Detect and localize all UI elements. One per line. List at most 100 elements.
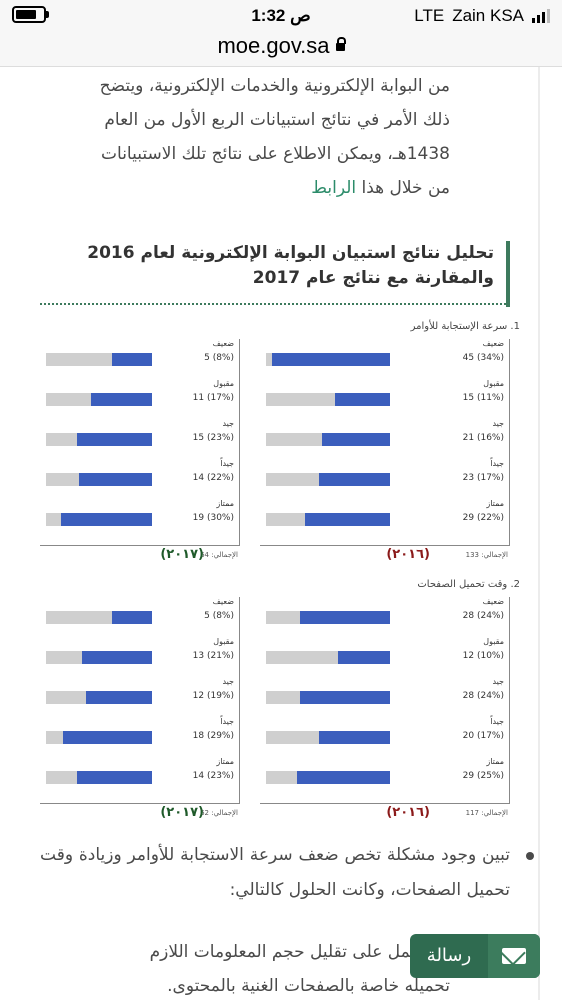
bar [77, 771, 152, 784]
status-bar: 1:32 ص LTE Zain KSA [0, 0, 562, 32]
chart-page-load: 2. وقت تحميل الصفحات ضعيف 28 (24%) مقبول 12 … [40, 579, 520, 825]
bar [272, 353, 390, 366]
bar-value-label: 19 (30%) [192, 513, 234, 523]
bar-value-label: 23 (17%) [462, 473, 504, 483]
bar-category-label: ضعيف [212, 597, 234, 606]
bar-row: مقبول 13 (21%) [40, 637, 240, 677]
bar [91, 393, 152, 406]
bar [77, 433, 152, 446]
chart-panel-2017: ضعيف 5 (8%) مقبول 13 (21%) جيد 12 (19%) جيداً 1… [40, 597, 240, 820]
panel-axis [509, 339, 510, 545]
content-border [538, 67, 540, 1000]
panel-year-label: (٢٠١٦) [386, 547, 430, 562]
paragraph-line: من البوابة الإلكترونية والخدمات الإلكترو… [99, 76, 450, 96]
bar-category-label: مقبول [483, 379, 504, 388]
sub-bullet-line: تحميله خاصة بالصفحات الغنية بالمحتوى. [167, 976, 450, 996]
lock-icon [335, 37, 346, 52]
bar-value-label: 29 (25%) [462, 771, 504, 781]
chart-title: 2. وقت تحميل الصفحات [417, 579, 520, 590]
panel-year-label: (٢٠١٧) [160, 547, 204, 562]
bar-row: مقبول 11 (17%) [40, 379, 240, 419]
results-link[interactable]: الرابط [311, 178, 357, 198]
url-text: moe.gov.sa [217, 33, 330, 58]
sub-bullet-line: تم العمل على تقليل حجم المعلومات اللازم [149, 942, 450, 962]
bar-value-label: 15 (23%) [192, 433, 234, 443]
bar-track [46, 393, 152, 406]
bar-track [266, 611, 390, 624]
bar-track [266, 651, 390, 664]
bar-track [266, 353, 390, 366]
panel-total: الإجمالي: 64 [200, 551, 238, 559]
address-bar[interactable]: moe.gov.sa [0, 32, 562, 67]
bar-row: جيداً 18 (29%) [40, 717, 240, 757]
bar-value-label: 12 (19%) [192, 691, 234, 701]
chart-panel-2017: ضعيف 5 (8%) مقبول 11 (17%) جيد 15 (23%) جيداً 1… [40, 339, 240, 562]
bar-category-label: ممتاز [216, 499, 234, 508]
signal-icon [532, 9, 550, 23]
page-content: من البوابة الإلكترونية والخدمات الإلكترو… [0, 67, 562, 1000]
bar-track [46, 611, 152, 624]
network-type: LTE [414, 6, 445, 25]
bar-value-label: 18 (29%) [192, 731, 234, 741]
bar-category-label: مقبول [483, 637, 504, 646]
bar [82, 651, 152, 664]
bar-track [46, 433, 152, 446]
carrier-name: Zain KSA [452, 6, 524, 25]
bar [79, 473, 152, 486]
bar-value-label: 28 (24%) [462, 691, 504, 701]
bar-value-label: 5 (8%) [204, 611, 234, 621]
bar-value-label: 29 (22%) [462, 513, 504, 523]
bar-row: ضعيف 28 (24%) [260, 597, 510, 637]
bar-track [266, 691, 390, 704]
bullet-text: تبين وجود مشكلة تخص ضعف سرعة الاستجابة ل… [40, 845, 510, 900]
bar-value-label: 11 (17%) [192, 393, 234, 403]
bar [300, 611, 390, 624]
bar-track [46, 731, 152, 744]
bar-value-label: 5 (8%) [204, 353, 234, 363]
bar-track [266, 771, 390, 784]
heading-accent-bar [506, 241, 510, 307]
paragraph-line: ذلك الأمر في نتائج استبيانات الربع الأول… [104, 110, 450, 130]
bar [86, 691, 152, 704]
bullet-dot [526, 852, 534, 860]
bar-category-label: جيد [492, 677, 504, 686]
panel-baseline [260, 545, 510, 546]
bar-track [46, 691, 152, 704]
bar-value-label: 45 (34%) [462, 353, 504, 363]
panel-baseline [40, 803, 240, 804]
bar-row: جيد 21 (16%) [260, 419, 510, 459]
battery-icon [12, 6, 49, 23]
bar-track [46, 473, 152, 486]
bar-row: ممتاز 29 (22%) [260, 499, 510, 539]
message-button[interactable]: رسالة [410, 934, 540, 978]
bar-track [46, 353, 152, 366]
heading-line: والمقارنة مع نتائج عام 2017 [252, 268, 494, 288]
bar [112, 353, 152, 366]
bar-category-label: جيد [222, 677, 234, 686]
panel-total: الإجمالي: 117 [465, 809, 508, 817]
section-heading: تحليل نتائج استبيان البوابة الإلكترونية … [40, 241, 510, 307]
bar-value-label: 20 (17%) [462, 731, 504, 741]
bar-category-label: جيد [222, 419, 234, 428]
bar [112, 611, 152, 624]
bar [61, 513, 152, 526]
bar-category-label: ممتاز [486, 499, 504, 508]
panel-axis [239, 339, 240, 545]
bar [63, 731, 152, 744]
bar-row: جيداً 14 (22%) [40, 459, 240, 499]
bar [300, 691, 390, 704]
bar-track [266, 433, 390, 446]
panel-baseline [260, 803, 510, 804]
bar-row: ممتاز 14 (23%) [40, 757, 240, 797]
bar-value-label: 14 (23%) [192, 771, 234, 781]
bar-category-label: ضعيف [482, 597, 504, 606]
bar-category-label: مقبول [213, 637, 234, 646]
bar-value-label: 12 (10%) [462, 651, 504, 661]
bar-category-label: جيداً [220, 717, 234, 726]
bar-row: ضعيف 45 (34%) [260, 339, 510, 379]
panel-axis [509, 597, 510, 803]
bar-row: ضعيف 5 (8%) [40, 339, 240, 379]
bar-category-label: ضعيف [482, 339, 504, 348]
message-button-label: رسالة [426, 945, 472, 966]
bar-track [266, 731, 390, 744]
